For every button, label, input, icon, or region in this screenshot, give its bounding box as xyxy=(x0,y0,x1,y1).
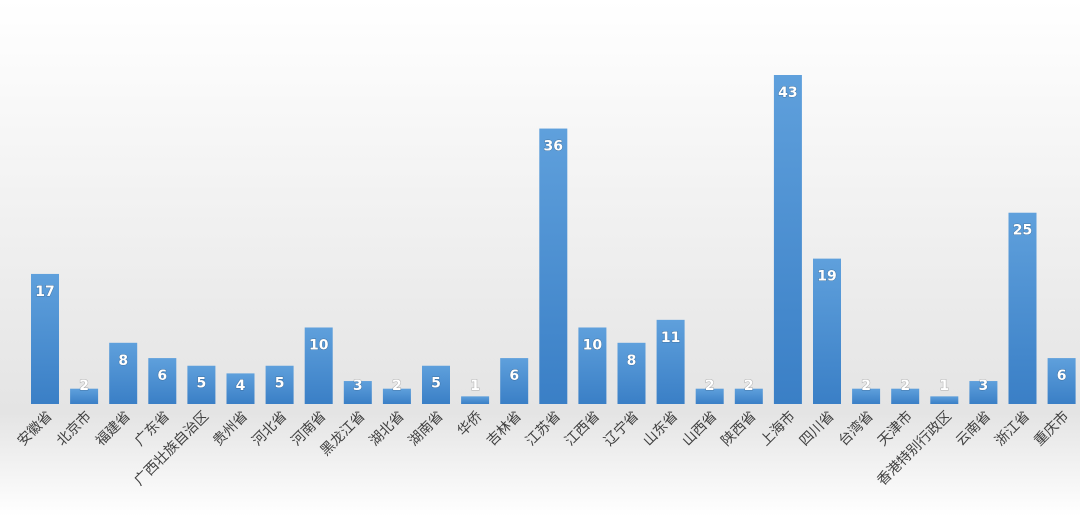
value-label: 10 xyxy=(309,337,329,353)
value-label: 1 xyxy=(939,378,949,394)
bar xyxy=(578,327,607,404)
bar xyxy=(852,388,881,404)
value-label: 4 xyxy=(236,378,246,394)
bar xyxy=(539,128,568,404)
value-label: 11 xyxy=(661,330,680,346)
bar xyxy=(187,365,216,404)
value-label: 2 xyxy=(861,378,871,394)
bar xyxy=(148,358,177,404)
bar xyxy=(773,75,802,404)
bar xyxy=(461,396,490,404)
bar xyxy=(31,273,59,404)
value-label: 10 xyxy=(583,337,603,353)
bar xyxy=(500,358,529,404)
bar xyxy=(304,327,333,404)
value-label: 19 xyxy=(817,269,836,285)
bar xyxy=(265,365,294,404)
value-label: 43 xyxy=(778,85,797,101)
bar xyxy=(930,396,959,404)
value-label: 36 xyxy=(544,139,563,155)
bar xyxy=(734,388,763,404)
bar xyxy=(695,388,724,404)
bar xyxy=(891,388,920,404)
value-label: 2 xyxy=(79,378,89,394)
value-label: 6 xyxy=(1057,368,1067,384)
bar xyxy=(343,381,372,404)
value-label: 8 xyxy=(627,353,637,369)
value-label: 2 xyxy=(744,378,754,394)
bar xyxy=(1047,358,1076,404)
bar xyxy=(617,342,646,404)
value-label: 6 xyxy=(157,368,167,384)
value-label: 17 xyxy=(35,284,54,300)
bar xyxy=(382,388,411,404)
bar xyxy=(422,365,450,404)
value-label: 25 xyxy=(1013,223,1032,239)
value-label: 5 xyxy=(275,376,285,392)
value-label: 2 xyxy=(392,378,402,394)
bar xyxy=(226,373,255,404)
value-label: 1 xyxy=(470,378,480,394)
value-label: 5 xyxy=(431,376,441,392)
value-label: 5 xyxy=(197,376,207,392)
bar xyxy=(656,319,685,404)
bar xyxy=(70,388,99,404)
bar xyxy=(1008,212,1037,404)
bar xyxy=(969,381,998,404)
value-label: 2 xyxy=(705,378,715,394)
value-label: 3 xyxy=(353,378,363,394)
bar xyxy=(813,258,841,404)
value-label: 8 xyxy=(118,353,128,369)
value-label: 6 xyxy=(509,368,519,384)
value-label: 2 xyxy=(900,378,910,394)
bar xyxy=(109,342,138,404)
value-label: 3 xyxy=(979,378,989,394)
